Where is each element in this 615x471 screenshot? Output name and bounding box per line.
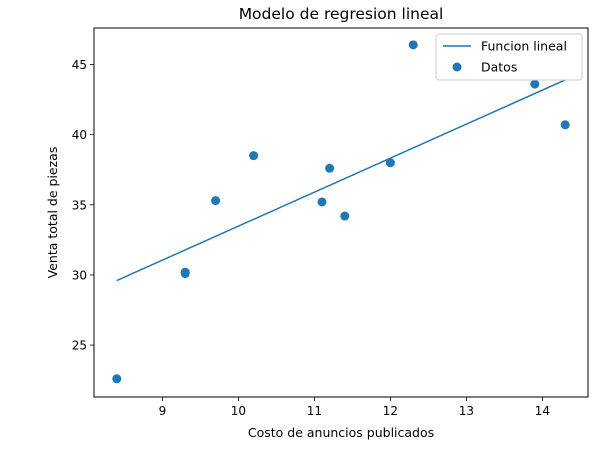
x-tick-label: 13 [459, 404, 474, 418]
y-axis-label: Venta total de piezas [45, 147, 60, 279]
x-tick-label: 11 [307, 404, 322, 418]
data-point [530, 79, 540, 89]
x-tick-label: 14 [535, 404, 550, 418]
data-point [211, 196, 221, 206]
legend-box [435, 33, 583, 81]
legend-label-line: Funcion lineal [481, 39, 567, 54]
data-point [112, 374, 122, 384]
plot-frame [93, 27, 589, 398]
y-tick-label: 40 [72, 128, 87, 142]
y-tick-label: 30 [72, 268, 87, 282]
y-axis: 25 30 35 40 45 [72, 58, 94, 353]
data-point [325, 163, 335, 173]
chart-title: Modelo de regresion lineal [239, 5, 444, 23]
data-point [317, 197, 327, 207]
plot-content [112, 40, 570, 384]
x-axis: 9 10 11 12 13 14 [159, 397, 550, 418]
data-point [560, 120, 570, 130]
data-point [249, 151, 259, 161]
x-tick-label: 10 [231, 404, 246, 418]
x-tick-label: 12 [383, 404, 398, 418]
data-point [180, 267, 190, 277]
legend-label-points: Datos [481, 60, 517, 75]
y-tick-label: 45 [72, 58, 87, 72]
regression-line [116, 79, 566, 282]
data-point [385, 158, 395, 168]
x-tick-label: 9 [159, 404, 167, 418]
legend: Funcion lineal Datos [435, 33, 583, 81]
data-point [340, 211, 350, 221]
legend-marker-swatch [452, 62, 462, 72]
x-axis-label: Costo de anuncios publicados [248, 425, 434, 440]
y-tick-label: 35 [72, 198, 87, 212]
data-point [408, 40, 418, 50]
y-tick-label: 25 [72, 339, 87, 353]
